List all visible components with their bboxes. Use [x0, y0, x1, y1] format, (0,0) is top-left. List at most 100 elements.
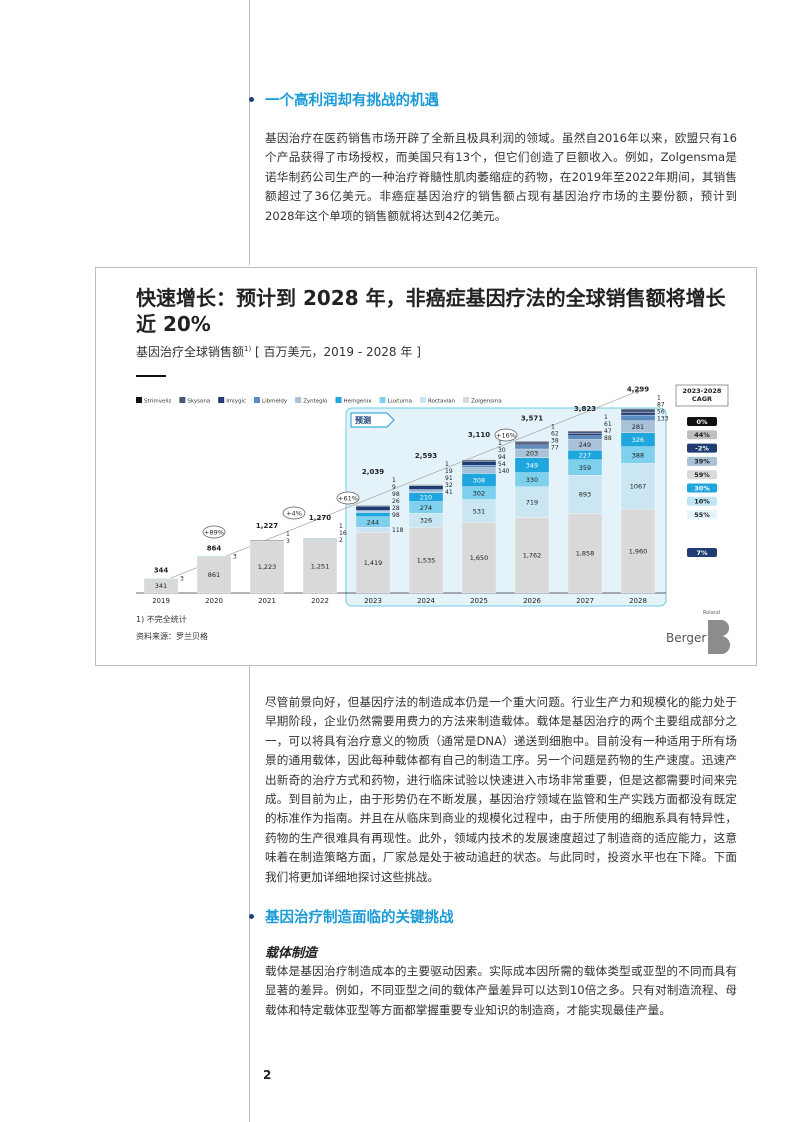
segment-label: 1,858: [576, 550, 595, 558]
growth-label: +4%: [286, 509, 302, 517]
bar-segment: [355, 532, 391, 594]
x-tick-label: 2019: [152, 597, 170, 605]
chart-subtitle: 基因治疗全球销售额1) [ 百万美元，2019 - 2028 年 ]: [136, 343, 421, 360]
segment-label: 531: [473, 507, 485, 515]
segment-label: 326: [632, 436, 644, 444]
segment-label: 94: [498, 454, 506, 461]
paragraph: 尽管前景向好，但基因疗法的制造成本仍是一个重大问题。行业生产力和规模化的能力处于…: [265, 695, 737, 884]
segment-label: 2: [339, 537, 343, 544]
bar-segment: [461, 460, 497, 466]
growth-bubble: [202, 525, 226, 539]
segment-label: 3: [233, 553, 237, 560]
legend-label: Hemgenix: [344, 399, 373, 405]
bar-segment: [408, 490, 444, 493]
segment-label: 302: [473, 490, 485, 498]
bar-segment: [249, 540, 285, 594]
segment-label: 1,960: [629, 547, 648, 555]
segment-label: 227: [579, 451, 591, 459]
logo-text: Roland: [703, 610, 720, 616]
cagr-box: [687, 430, 717, 440]
bar-segment: [408, 489, 444, 491]
segment-label: 118: [392, 527, 404, 534]
bar-segment: [355, 511, 391, 513]
segment-label: 30: [498, 447, 506, 454]
segment-label: 133: [657, 415, 669, 422]
bar-segment: [355, 505, 391, 507]
segment-label: 1: [339, 523, 343, 530]
segment-label: 861: [208, 571, 220, 579]
total-label: 3,110: [468, 431, 490, 439]
legend-label: Roctavian: [428, 399, 456, 405]
bar-segment: [461, 522, 497, 594]
segment-label: 88: [604, 435, 612, 442]
segment-label: 140: [498, 468, 510, 475]
bar-segment: [461, 465, 497, 468]
forecast-tag: [350, 412, 395, 428]
bar-segment: [567, 430, 603, 432]
cagr-label: 30%: [694, 484, 710, 492]
x-tick-label: 2023: [364, 597, 382, 605]
bar-segment: [196, 555, 232, 594]
legend-swatch: [335, 397, 342, 403]
segment-label: 719: [526, 499, 538, 507]
segment-label: 38: [551, 438, 559, 445]
segment-label: 56: [657, 408, 665, 415]
segment-label: 1: [445, 461, 449, 468]
segment-label: 98: [392, 491, 400, 498]
total-label: 1,270: [309, 514, 331, 522]
segment-label: 1: [551, 424, 555, 431]
source: 资料来源：罗兰贝格: [136, 631, 208, 641]
segment-label: 1,535: [417, 557, 436, 565]
cagr-box: [687, 470, 717, 480]
segment-label: 62: [551, 431, 559, 438]
forecast-label: 预测: [355, 415, 371, 425]
bar-segment: [620, 408, 656, 410]
legend-swatch: [179, 397, 186, 403]
bar-segment: [620, 414, 656, 421]
growth-label: +16%: [496, 431, 516, 439]
bar-segment: [514, 443, 550, 446]
segment-label: 1,223: [258, 563, 277, 571]
bar-segment: [355, 527, 391, 533]
segment-label: 16: [339, 530, 347, 537]
x-tick-label: 2024: [417, 597, 435, 605]
segment-label: 274: [420, 504, 432, 512]
bar-segment: [567, 513, 603, 594]
cagr-label: 10%: [694, 498, 710, 506]
bar-segment: [567, 433, 603, 436]
legend-swatch: [419, 397, 426, 403]
footnote: 1) 不完全统计: [136, 614, 187, 624]
bar-segment: [143, 578, 179, 580]
cagr-box: [687, 483, 717, 493]
bar-segment: [302, 539, 338, 594]
total-label: 2,593: [415, 452, 437, 460]
bar-segment: [514, 517, 550, 594]
legend-swatch: [218, 397, 225, 403]
cagr-total-box: [687, 548, 717, 557]
section-heading: 基因治疗制造面临的关键挑战: [265, 910, 454, 926]
cagr-title: 2023-2028: [683, 387, 722, 395]
segment-label: 32: [445, 482, 453, 489]
total-label: 1,227: [256, 522, 278, 530]
paragraph: 载体是基因治疗制造成本的主要驱动因素。实际成本因所需的载体类型或亚型的不同而具有…: [265, 964, 737, 1017]
total-label: 2,039: [362, 468, 384, 476]
margin-rule: [249, 0, 250, 265]
legend-label: Libmeldy: [262, 399, 288, 405]
bar-segment: [355, 512, 391, 517]
x-tick-label: 2020: [205, 597, 223, 605]
segment-label: 3: [286, 538, 290, 545]
segment-label: 308: [473, 476, 485, 484]
legend-swatch: [463, 397, 470, 403]
segment-label: 330: [526, 476, 538, 484]
cagr-box: [687, 443, 717, 453]
segment-label: 1,251: [311, 563, 330, 571]
segment-label: 1: [392, 477, 396, 484]
segment-label: 98: [392, 512, 400, 519]
segment-label: 9: [392, 484, 396, 491]
bar-segment: [620, 508, 656, 594]
growth-bubble: [494, 428, 518, 442]
cagr-title: CAGR: [692, 395, 712, 403]
segment-label: 203: [526, 450, 538, 458]
bar-segment: [408, 527, 444, 594]
bar-segment: [408, 484, 444, 486]
